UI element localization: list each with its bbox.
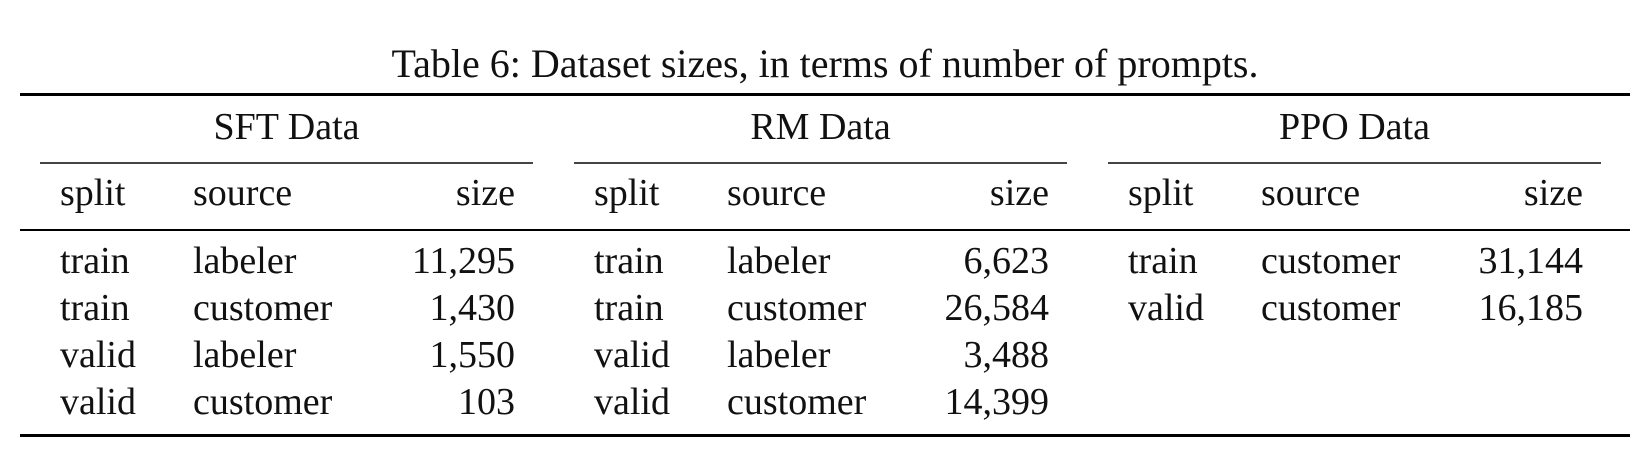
- cell-source: labeler: [193, 240, 297, 282]
- column-header-split: split: [1128, 172, 1194, 214]
- cell-size: 3,488: [963, 334, 1050, 376]
- group-underline: [574, 162, 1067, 164]
- cell-split: train: [1128, 240, 1198, 282]
- cell-size: 16,185: [1478, 287, 1584, 329]
- cell-size: 1,550: [429, 334, 516, 376]
- group-title: SFT Data: [213, 106, 360, 148]
- table-caption: Table 6: Dataset sizes, in terms of numb…: [391, 41, 1259, 86]
- cell-source: customer: [1261, 287, 1401, 329]
- cell-source: customer: [193, 287, 333, 329]
- cell-split: valid: [60, 334, 136, 376]
- group-title: RM Data: [750, 106, 891, 148]
- cell-size: 6,623: [963, 240, 1050, 282]
- group-underline: [1108, 162, 1601, 164]
- cell-size: 31,144: [1478, 240, 1584, 282]
- column-header-size: size: [455, 172, 515, 214]
- column-header-source: source: [727, 172, 827, 214]
- cell-source: labeler: [727, 240, 831, 282]
- cell-split: valid: [60, 381, 136, 423]
- cell-source: customer: [727, 381, 867, 423]
- cell-source: customer: [193, 381, 333, 423]
- cell-split: valid: [1128, 287, 1204, 329]
- column-header-source: source: [193, 172, 293, 214]
- cell-split: valid: [594, 381, 670, 423]
- cell-split: train: [594, 287, 664, 329]
- cell-source: labeler: [727, 334, 831, 376]
- column-header-source: source: [1261, 172, 1361, 214]
- cell-size: 1,430: [429, 287, 516, 329]
- cell-size: 14,399: [944, 381, 1050, 423]
- ppo-data-group: PPO Data split source size train custome…: [1108, 0, 1601, 456]
- cell-size: 11,295: [411, 240, 515, 282]
- cell-source: customer: [727, 287, 867, 329]
- rm-data-group: RM Data split source size train labeler …: [574, 0, 1067, 456]
- cell-size: 103: [458, 381, 515, 423]
- column-header-size: size: [989, 172, 1049, 214]
- cell-split: train: [60, 240, 130, 282]
- cell-source: customer: [1261, 240, 1401, 282]
- bottom-rule: [20, 434, 1630, 437]
- group-title: PPO Data: [1279, 106, 1430, 148]
- sft-data-group: SFT Data split source size train labeler…: [40, 0, 533, 456]
- top-rule: [20, 93, 1630, 96]
- column-header-size: size: [1523, 172, 1583, 214]
- cell-source: labeler: [193, 334, 297, 376]
- column-header-split: split: [594, 172, 660, 214]
- cell-size: 26,584: [944, 287, 1050, 329]
- cell-split: train: [594, 240, 664, 282]
- header-rule: [20, 229, 1630, 231]
- column-header-split: split: [60, 172, 126, 214]
- group-underline: [40, 162, 533, 164]
- cell-split: valid: [594, 334, 670, 376]
- cell-split: train: [60, 287, 130, 329]
